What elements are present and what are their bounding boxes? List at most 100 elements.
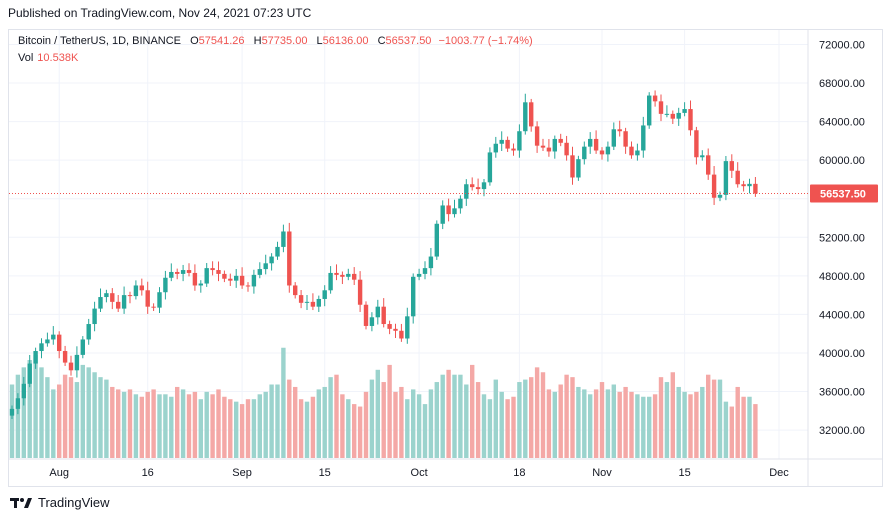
candle-body xyxy=(39,343,44,352)
candle-body xyxy=(405,316,410,339)
volume-bar xyxy=(458,374,463,458)
high-label: H xyxy=(253,35,262,47)
volume-bar xyxy=(741,396,746,458)
candle-body xyxy=(428,256,434,269)
candle-body xyxy=(706,155,711,175)
volume-bar xyxy=(670,372,675,458)
volume-bar xyxy=(281,347,286,458)
volume-bar xyxy=(717,379,723,458)
volume-bar xyxy=(298,399,304,458)
candle-body xyxy=(546,147,552,152)
candle-body xyxy=(369,317,375,326)
candle-body xyxy=(92,308,97,325)
candle-body xyxy=(588,138,593,147)
candle-body xyxy=(611,129,616,147)
volume-bar xyxy=(434,382,439,458)
footer-brand[interactable]: TradingView xyxy=(38,495,110,510)
candle-body xyxy=(310,301,316,307)
volume-bar xyxy=(753,404,758,458)
y-tick-label: 36000.00 xyxy=(819,387,865,399)
volume-bar xyxy=(180,389,186,458)
volume-bar xyxy=(192,391,198,458)
volume-bar xyxy=(328,377,333,458)
candle-body xyxy=(617,129,622,132)
volume-bar xyxy=(493,379,498,458)
candle-body xyxy=(652,95,658,102)
volume-bar xyxy=(316,389,321,458)
candle-body xyxy=(647,95,652,126)
candle-body xyxy=(239,275,245,286)
candle-body xyxy=(723,161,729,195)
y-tick-label: 44000.00 xyxy=(819,309,865,321)
volume-bar xyxy=(523,379,528,458)
candle-body xyxy=(422,268,428,274)
last-price-tag xyxy=(810,184,878,203)
volume-bar xyxy=(694,391,699,458)
candle-body xyxy=(298,295,304,303)
candle-body xyxy=(234,275,239,281)
volume-bar xyxy=(599,382,605,458)
volume-bar xyxy=(80,364,85,458)
candle-body xyxy=(86,324,91,340)
volume-bar xyxy=(257,394,262,458)
candle-body xyxy=(599,150,605,155)
y-tick-label: 48000.00 xyxy=(819,271,865,283)
open-value: 57541.26 xyxy=(198,35,245,47)
candle-body xyxy=(80,339,85,355)
candle-body xyxy=(517,131,522,151)
volume-bar xyxy=(74,382,80,458)
candle-body xyxy=(534,126,540,146)
candle-body xyxy=(21,383,26,399)
volume-bar xyxy=(304,401,310,458)
candle-body xyxy=(269,256,274,264)
volume-bar xyxy=(540,372,546,458)
volume-bar xyxy=(481,394,487,458)
volume-bar xyxy=(446,369,451,458)
volume-bar xyxy=(245,399,251,458)
candle-body xyxy=(505,139,510,149)
volume-bar xyxy=(251,399,257,458)
volume-bar xyxy=(440,374,445,458)
volume-bar xyxy=(269,384,274,458)
volume-bar xyxy=(127,389,133,458)
y-tick-label: 60000.00 xyxy=(819,155,865,167)
candle-body xyxy=(629,146,634,156)
x-tick-label: 18 xyxy=(513,467,525,479)
volume-bar xyxy=(287,379,292,458)
candle-body xyxy=(434,223,439,257)
volume-bar xyxy=(706,374,711,458)
volume-bar xyxy=(92,372,97,458)
y-tick-label: 40000.00 xyxy=(819,348,865,360)
volume-bar xyxy=(617,391,622,458)
volume-bar xyxy=(310,396,316,458)
volume-bar xyxy=(647,396,652,458)
candle-body xyxy=(381,306,386,325)
candle-body xyxy=(163,277,168,293)
candle-body xyxy=(741,184,746,187)
volume-bar xyxy=(9,384,15,458)
candle-body xyxy=(316,298,321,307)
volume-bar xyxy=(641,396,646,458)
volume-bar xyxy=(688,394,693,458)
volume-bar xyxy=(62,374,68,458)
candle-body xyxy=(186,270,192,273)
candle-body xyxy=(717,194,723,198)
volume-bar xyxy=(175,386,180,458)
chart-frame xyxy=(8,29,883,487)
candle-body xyxy=(641,125,646,151)
candle-body xyxy=(363,304,369,326)
volume-bar xyxy=(505,399,510,458)
candle-body xyxy=(387,324,392,329)
volume-bar xyxy=(222,396,227,458)
volume-bar xyxy=(700,386,705,458)
candle-body xyxy=(411,276,416,317)
ohlc-legend: Bitcoin / TetherUS, 1D, BINANCE O57541.2… xyxy=(18,35,533,47)
volume-bar xyxy=(747,396,752,458)
candle-body xyxy=(222,273,227,279)
volume-bar xyxy=(629,391,634,458)
volume-bar xyxy=(582,389,587,458)
volume-bar xyxy=(593,389,599,458)
candle-body xyxy=(670,113,675,119)
volume-bar xyxy=(422,404,428,458)
